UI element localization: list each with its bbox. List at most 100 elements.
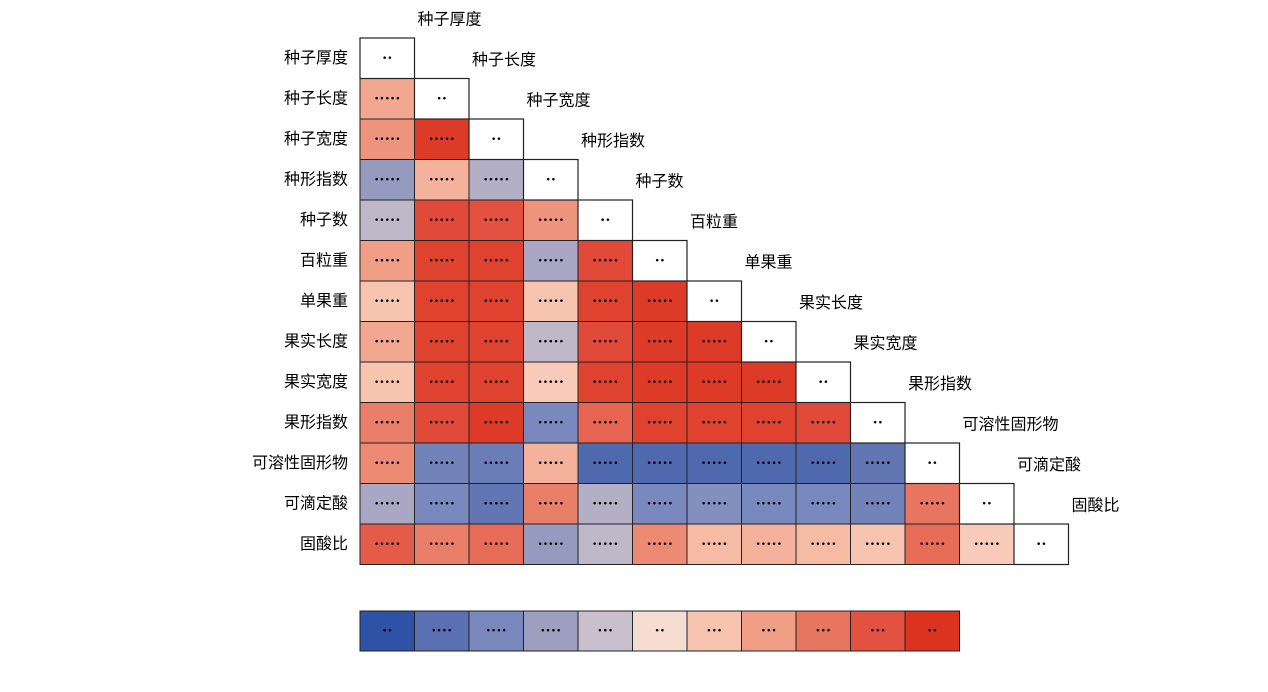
cell-value-label: •••••	[374, 540, 401, 550]
cell-value-label: •••••	[374, 499, 401, 509]
diagonal-cell	[631, 239, 688, 282]
row-label: 种子数	[300, 210, 348, 229]
legend-swatch	[414, 610, 470, 652]
diagonal-cell	[958, 482, 1015, 525]
cell-value-label: •••••	[646, 540, 673, 550]
legend-swatch	[523, 610, 579, 652]
heatmap-cell	[414, 442, 470, 484]
cell-value-label: •••••	[374, 94, 401, 104]
diagonal-cell	[849, 401, 906, 444]
row-label: 种子宽度	[284, 129, 348, 148]
cell-value-label: •••••	[428, 256, 455, 266]
heatmap-cell	[523, 199, 579, 241]
legend-swatch	[904, 610, 960, 652]
heatmap-cell	[795, 523, 851, 565]
row-label: 可溶性固形物	[252, 453, 348, 472]
heatmap-cell	[523, 523, 579, 565]
cell-value-label: •••••	[810, 499, 837, 509]
heatmap-cell	[686, 402, 742, 444]
heatmap-cell	[468, 442, 524, 484]
cell-value-label: •••••	[483, 337, 510, 347]
cell-value-label: •••••	[374, 418, 401, 428]
heatmap-cell	[359, 78, 415, 120]
heatmap-cell	[523, 280, 579, 322]
legend-label: ••••	[540, 627, 561, 637]
legend-label: ••	[654, 627, 665, 637]
heatmap-cell	[686, 523, 742, 565]
cell-value-label: •••••	[428, 499, 455, 509]
column-label: 果实长度	[799, 293, 863, 312]
cell-value-label: •••••	[592, 459, 619, 469]
heatmap-cell	[577, 442, 633, 484]
cell-value-label: •••••	[646, 418, 673, 428]
cell-value-label: •••••	[919, 499, 946, 509]
cell-value-label: •••••	[646, 297, 673, 307]
heatmap-cell	[468, 523, 524, 565]
row-label: 果实宽度	[284, 372, 348, 391]
cell-value-label: •••••	[810, 540, 837, 550]
cell-value-label: •••••	[592, 499, 619, 509]
cell-value-label: •••••	[864, 499, 891, 509]
diagonal-cell	[1013, 523, 1070, 566]
cell-value-label: •••••	[537, 378, 564, 388]
legend-swatch	[632, 610, 688, 652]
cell-value-label: •••••	[537, 216, 564, 226]
heatmap-cell	[468, 402, 524, 444]
cell-value-label: •••••	[537, 418, 564, 428]
heatmap-cell	[632, 442, 688, 484]
column-label: 固酸比	[1072, 495, 1120, 514]
heatmap-cell	[359, 442, 415, 484]
legend-label: •••	[870, 627, 886, 637]
cell-value-label: •••••	[864, 540, 891, 550]
diagonal-value: ••	[981, 499, 992, 509]
column-label: 种子长度	[472, 50, 536, 69]
cell-value-label: •••••	[428, 216, 455, 226]
cell-value-label: •••••	[701, 459, 728, 469]
cell-value-label: •••••	[646, 499, 673, 509]
cell-value-label: •••••	[755, 378, 782, 388]
heatmap-cell	[632, 280, 688, 322]
diagonal-cell	[795, 361, 852, 404]
diagonal-value: ••	[382, 54, 393, 64]
diagonal-cell	[468, 118, 525, 161]
diagonal-cell	[686, 280, 743, 323]
heatmap-cell	[686, 321, 742, 363]
heatmap-cell	[741, 523, 797, 565]
cell-value-label: •••••	[483, 175, 510, 185]
diagonal-cell	[413, 77, 470, 120]
heatmap-cell	[359, 402, 415, 444]
legend-label: ••••	[431, 627, 452, 637]
column-label: 果实宽度	[854, 333, 918, 352]
cell-value-label: •••••	[701, 337, 728, 347]
heatmap-cell	[359, 361, 415, 403]
cell-value-label: •••••	[374, 459, 401, 469]
row-label: 种形指数	[284, 169, 348, 188]
cell-value-label: •••••	[646, 459, 673, 469]
column-label: 可溶性固形物	[963, 414, 1059, 433]
diagonal-value: ••	[654, 256, 665, 266]
heatmap-cell	[359, 321, 415, 363]
heatmap-cell	[523, 240, 579, 282]
diagonal-value: ••	[491, 135, 502, 145]
diagonal-value: ••	[600, 216, 611, 226]
diagonal-value: ••	[763, 337, 774, 347]
heatmap-cell	[795, 483, 851, 525]
heatmap-cell	[414, 199, 470, 241]
heatmap-cell	[359, 483, 415, 525]
legend-swatch	[577, 610, 633, 652]
cell-value-label: •••••	[755, 499, 782, 509]
cell-value-label: •••••	[483, 459, 510, 469]
legend-swatch	[686, 610, 742, 652]
cell-value-label: •••••	[701, 378, 728, 388]
heatmap-cell	[523, 442, 579, 484]
cell-value-label: •••••	[755, 418, 782, 428]
cell-value-label: •••••	[428, 337, 455, 347]
cell-value-label: •••••	[755, 459, 782, 469]
heatmap-cell	[741, 361, 797, 403]
legend-label: •••	[761, 627, 777, 637]
cell-value-label: •••••	[374, 337, 401, 347]
heatmap-cell	[523, 483, 579, 525]
column-label: 种子数	[636, 171, 684, 190]
legend-label: ••	[382, 627, 393, 637]
row-label: 种子厚度	[284, 48, 348, 67]
